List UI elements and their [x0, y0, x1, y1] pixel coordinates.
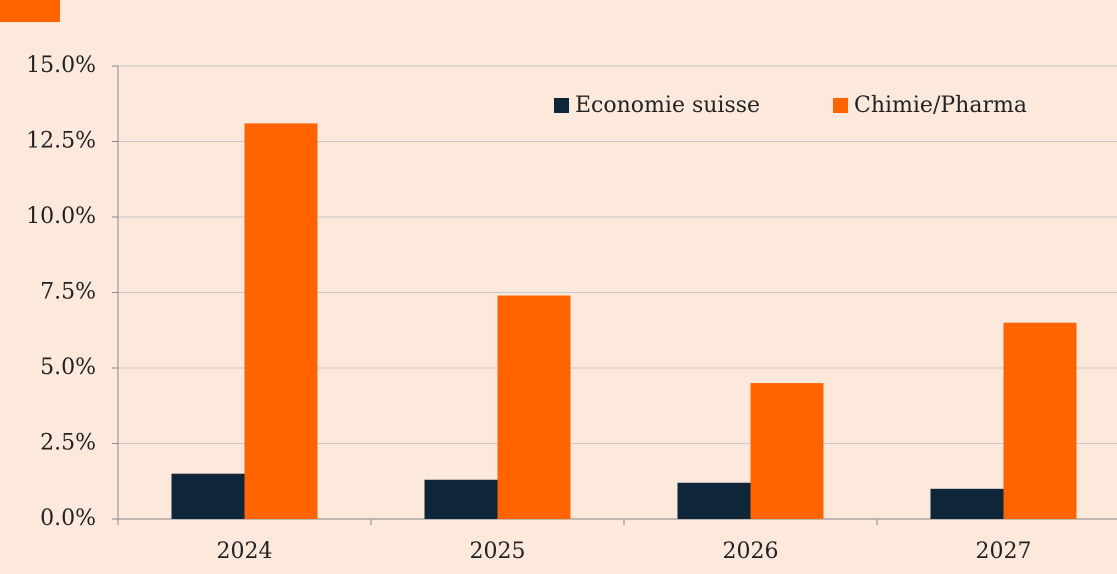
y-tick-label: 7.5% — [40, 280, 96, 305]
legend-label: Economie suisse — [575, 93, 760, 118]
x-tick-label: 2025 — [470, 539, 526, 564]
y-tick-label: 10.0% — [26, 204, 96, 229]
bar — [930, 488, 1004, 519]
y-tick-label: 5.0% — [40, 355, 96, 380]
bar — [497, 295, 571, 519]
y-tick-label: 15.0% — [26, 53, 96, 78]
x-tick-label: 2027 — [976, 539, 1032, 564]
bar — [171, 473, 245, 519]
bar — [244, 123, 318, 519]
bar — [1003, 322, 1077, 519]
legend-label: Chimie/Pharma — [854, 93, 1027, 118]
bar — [677, 482, 751, 519]
y-tick-label: 0.0% — [40, 506, 96, 531]
brand-accent — [0, 0, 60, 22]
y-tick-label: 2.5% — [40, 431, 96, 456]
x-tick-label: 2024 — [217, 539, 273, 564]
y-tick-label: 12.5% — [26, 129, 96, 154]
bar — [424, 479, 498, 519]
legend-swatch — [833, 98, 848, 113]
bar — [750, 383, 824, 519]
x-tick-label: 2026 — [723, 539, 779, 564]
legend-swatch — [554, 98, 569, 113]
